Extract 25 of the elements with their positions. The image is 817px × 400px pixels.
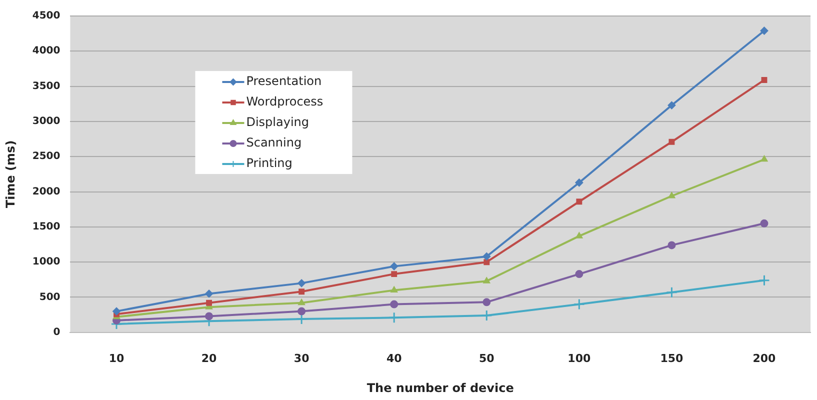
x-tick-label: 10	[108, 352, 124, 365]
y-tick-label: 500	[39, 292, 60, 303]
x-tick-label: 20	[201, 352, 218, 365]
legend-label: Wordprocess	[246, 94, 324, 109]
legend-label: Scanning	[246, 136, 302, 150]
y-tick-label: 0	[53, 326, 60, 338]
legend-label: Printing	[246, 156, 292, 170]
y-tick-label: 4000	[32, 46, 60, 57]
x-axis-title: The number of device	[366, 380, 514, 395]
x-tick-label: 150	[660, 352, 684, 365]
y-tick-label: 3000	[32, 116, 60, 128]
y-tick-label: 3500	[32, 80, 60, 92]
y-tick-label: 2000	[32, 186, 60, 198]
x-tick-label: 40	[386, 352, 402, 365]
x-tick-label: 50	[478, 352, 495, 365]
y-axis-title: Time (ms)	[3, 140, 18, 208]
x-tick-label: 100	[568, 352, 591, 365]
y-tick-label: 2500	[32, 151, 60, 162]
y-tick-label: 4500	[32, 10, 60, 22]
y-tick-label: 1500	[32, 222, 60, 233]
legend-label: Presentation	[246, 74, 322, 88]
x-tick-label: 200	[752, 352, 776, 365]
y-tick-label: 1000	[32, 256, 60, 268]
x-tick-label: 30	[294, 352, 310, 365]
legend-label: Displaying	[246, 115, 310, 130]
